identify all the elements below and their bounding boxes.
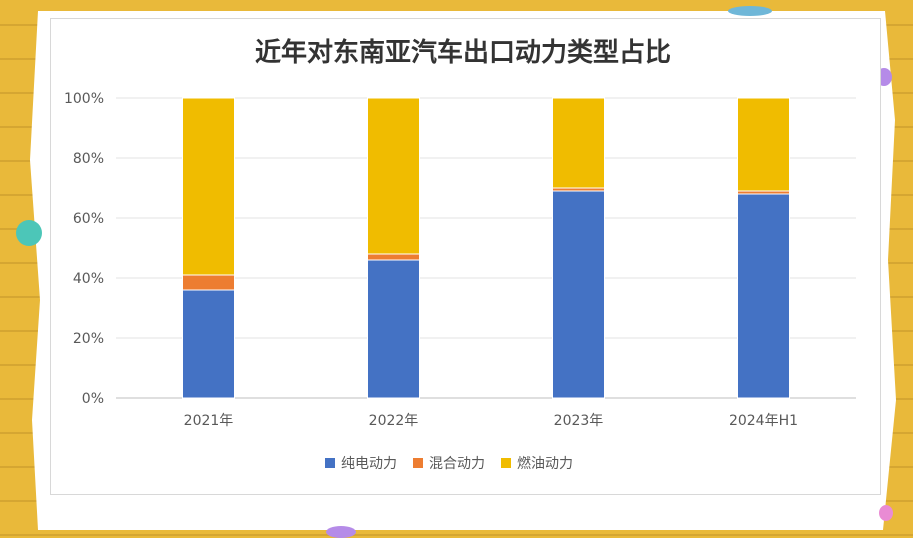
x-tick-label: 2021年 [184, 413, 234, 429]
legend-label: 燃油动力 [517, 455, 573, 472]
bar-segment [737, 97, 790, 192]
bar-segment [367, 253, 420, 261]
decor-blob-blue [728, 6, 772, 16]
y-tick-label: 100% [64, 91, 104, 107]
legend-swatch [325, 458, 335, 468]
bar-segment [737, 193, 790, 399]
bar-segment [552, 190, 605, 399]
legend-swatch [501, 458, 511, 468]
bar-segment [182, 274, 235, 291]
x-tick-label: 2022年 [369, 413, 419, 429]
decor-blob-pink [879, 505, 893, 521]
chart-title: 近年对东南亚汽车出口动力类型占比 [255, 37, 671, 68]
bar-segment [367, 97, 420, 255]
bar-segment [552, 97, 605, 189]
decor-blob-teal [16, 220, 42, 246]
legend-swatch [413, 458, 423, 468]
y-tick-label: 0% [82, 391, 104, 407]
decor-blob-violet [326, 526, 356, 538]
bar-segment [182, 289, 235, 399]
legend-label: 纯电动力 [341, 456, 397, 472]
legend-label: 混合动力 [429, 456, 485, 472]
bar-segment [367, 259, 420, 399]
bar-segment [182, 97, 235, 276]
y-tick-label: 60% [73, 211, 104, 227]
y-tick-label: 80% [73, 151, 104, 167]
x-tick-label: 2024年H1 [729, 413, 798, 429]
x-tick-label: 2023年 [554, 413, 604, 429]
y-tick-label: 40% [73, 271, 104, 287]
y-tick-label: 20% [73, 331, 104, 347]
